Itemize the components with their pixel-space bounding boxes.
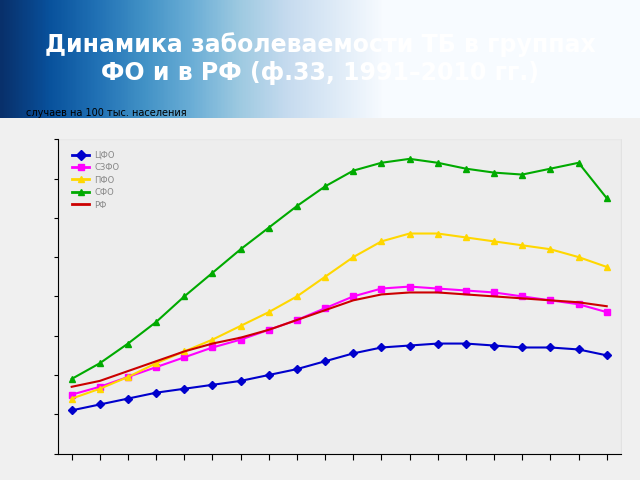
Text: случаев на 100 тыс. населения: случаев на 100 тыс. населения [26, 108, 186, 118]
Text: Динамика заболеваемости ТБ в группах
ФО и в РФ (ф.33, 1991–2010 гг.): Динамика заболеваемости ТБ в группах ФО … [45, 33, 595, 85]
Legend: ЦФО, СЗФО, ПФО, СФО, РФ: ЦФО, СЗФО, ПФО, СФО, РФ [68, 147, 124, 214]
